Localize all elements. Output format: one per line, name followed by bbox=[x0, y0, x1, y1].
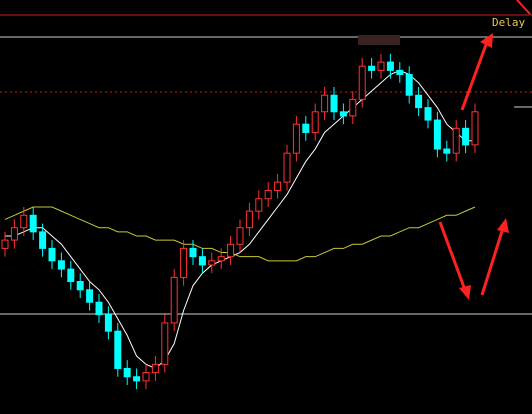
candle-body bbox=[198, 256, 206, 266]
candle-body bbox=[471, 111, 479, 146]
candle-body bbox=[67, 268, 75, 283]
candle-body bbox=[180, 247, 188, 278]
annotations bbox=[438, 0, 531, 300]
delay-label: Delay bbox=[492, 16, 525, 29]
candle-body bbox=[245, 210, 253, 229]
candle-body bbox=[264, 189, 272, 200]
candle-body bbox=[321, 94, 329, 113]
moving-average bbox=[4, 206, 476, 262]
candle-body bbox=[39, 231, 47, 249]
candle-body bbox=[104, 314, 112, 332]
candle-body bbox=[161, 322, 169, 365]
candle-body bbox=[114, 330, 122, 369]
candle-body bbox=[330, 94, 338, 113]
candle-body bbox=[396, 69, 404, 76]
arrow-head bbox=[497, 218, 509, 233]
candle-body bbox=[405, 74, 413, 96]
candle-body bbox=[462, 127, 470, 146]
candle-body bbox=[377, 61, 385, 71]
shade-box bbox=[358, 35, 400, 45]
candle-body bbox=[443, 148, 451, 154]
candle-body bbox=[386, 61, 394, 71]
candle-body bbox=[76, 281, 84, 291]
candle-body bbox=[311, 111, 319, 133]
candle-body bbox=[151, 363, 159, 374]
candle-body bbox=[339, 111, 347, 117]
arrow bbox=[438, 221, 467, 291]
candle-body bbox=[283, 152, 291, 183]
candle-body bbox=[452, 127, 460, 154]
candle-body bbox=[133, 376, 141, 382]
candle-body bbox=[358, 65, 366, 100]
candle-body bbox=[349, 98, 357, 117]
arrow bbox=[460, 41, 489, 111]
candle-body bbox=[255, 198, 263, 212]
candle-body bbox=[433, 119, 441, 150]
candle-body bbox=[170, 276, 178, 324]
candle-body bbox=[57, 260, 65, 270]
candle-body bbox=[274, 181, 282, 191]
candle-body bbox=[292, 123, 300, 154]
arrow bbox=[516, 0, 531, 15]
moving-average bbox=[5, 69, 475, 370]
candle-body bbox=[208, 260, 216, 266]
candle-body bbox=[123, 367, 131, 378]
candle-body bbox=[29, 214, 37, 233]
candle-body bbox=[368, 65, 376, 71]
candle-body bbox=[10, 227, 18, 241]
candle-body bbox=[217, 256, 225, 262]
arrow-head bbox=[459, 285, 471, 300]
candle-body bbox=[48, 247, 56, 262]
candle-body bbox=[227, 243, 235, 258]
candle-body bbox=[415, 94, 423, 109]
candle-body bbox=[302, 123, 310, 133]
arrow-head bbox=[480, 33, 493, 48]
candle-body bbox=[189, 247, 197, 258]
arrow bbox=[480, 227, 505, 296]
candle-body bbox=[20, 214, 28, 229]
candle-body bbox=[86, 289, 94, 303]
candle-body bbox=[95, 301, 103, 316]
candle-body bbox=[1, 239, 9, 249]
candle-body bbox=[424, 107, 432, 121]
candle-body bbox=[142, 372, 150, 382]
candle-body bbox=[236, 227, 244, 245]
